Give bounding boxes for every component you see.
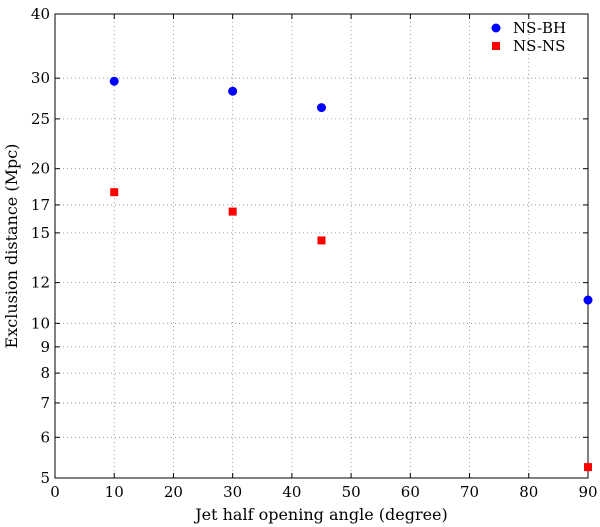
y-tick-label: 20 bbox=[31, 160, 50, 178]
legend-label-ns-bh: NS-BH bbox=[513, 19, 566, 37]
y-tick-label: 30 bbox=[31, 69, 50, 87]
y-tick-labels: 5 6 7 8 9 10 12 15 17 20 25 30 40 bbox=[31, 5, 50, 487]
point-ns-ns bbox=[584, 463, 592, 472]
y-tick-label: 9 bbox=[40, 338, 50, 356]
y-axis-label: Exclusion distance (Mpc) bbox=[2, 144, 21, 349]
point-ns-ns bbox=[317, 236, 326, 245]
y-tick-label: 8 bbox=[40, 364, 50, 382]
x-tick-label: 50 bbox=[342, 483, 361, 501]
tick-marks bbox=[54, 13, 589, 479]
y-tick-label: 6 bbox=[40, 428, 50, 446]
y-tick-label: 17 bbox=[31, 196, 50, 214]
y-tick-label: 40 bbox=[31, 5, 50, 23]
legend-label-ns-ns: NS-NS bbox=[513, 37, 565, 55]
x-tick-label: 0 bbox=[50, 483, 60, 501]
y-tick-label: 15 bbox=[31, 224, 50, 242]
x-axis-label: Jet half opening angle (degree) bbox=[193, 505, 448, 524]
y-tick-label: 7 bbox=[40, 394, 50, 412]
y-tick-label: 12 bbox=[31, 274, 50, 292]
x-tick-label: 80 bbox=[519, 483, 538, 501]
legend-marker-ns-bh bbox=[491, 23, 501, 33]
y-tick-label: 10 bbox=[31, 314, 50, 332]
point-ns-bh bbox=[317, 103, 326, 113]
point-ns-bh bbox=[228, 86, 238, 96]
y-tick-label: 25 bbox=[31, 110, 50, 128]
x-tick-labels: 0 10 20 30 40 50 60 70 80 90 bbox=[50, 483, 597, 501]
point-ns-bh bbox=[583, 295, 593, 305]
x-tick-label: 40 bbox=[282, 483, 301, 501]
x-tick-label: 20 bbox=[164, 483, 183, 501]
point-ns-ns bbox=[228, 207, 237, 216]
point-ns-ns bbox=[110, 188, 119, 197]
plot-frame bbox=[54, 13, 589, 479]
x-tick-label: 90 bbox=[578, 483, 597, 501]
grid bbox=[55, 14, 588, 478]
legend-marker-ns-ns bbox=[492, 42, 500, 50]
point-ns-bh bbox=[109, 76, 119, 86]
x-tick-label: 60 bbox=[401, 483, 420, 501]
x-tick-label: 70 bbox=[460, 483, 479, 501]
data-points bbox=[109, 76, 593, 472]
y-tick-label: 5 bbox=[40, 469, 50, 487]
x-tick-label: 30 bbox=[223, 483, 242, 501]
x-tick-label: 10 bbox=[105, 483, 124, 501]
